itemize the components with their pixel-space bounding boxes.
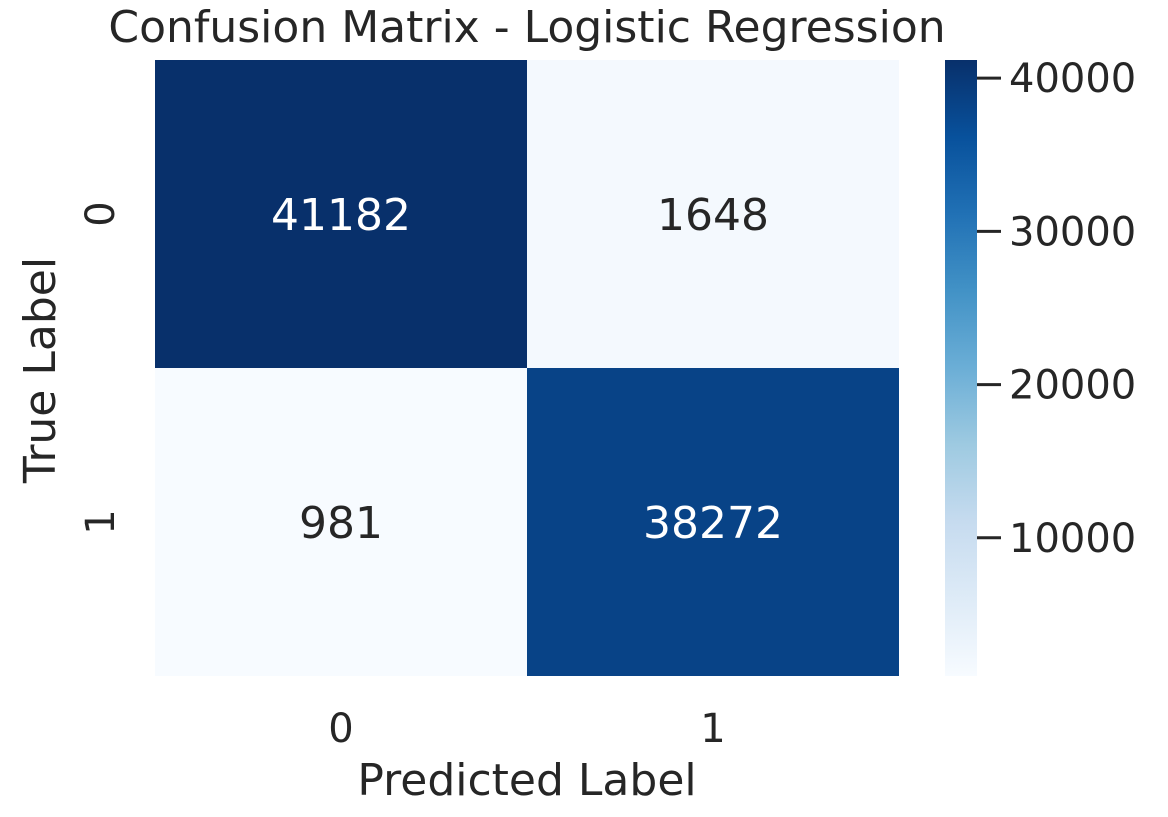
- colorbar: [945, 60, 977, 676]
- colorbar-tick-label: 20000: [1009, 363, 1136, 409]
- x-axis-label: Predicted Label: [357, 755, 696, 806]
- cell-value-label: 38272: [643, 498, 783, 549]
- x-tick-label: 1: [700, 706, 725, 752]
- heatmap-cell: [155, 368, 527, 676]
- y-tick-label: 1: [78, 509, 124, 534]
- colorbar-tick-label: 10000: [1009, 516, 1136, 562]
- y-axis-label: True Label: [15, 257, 66, 484]
- chart-title: Confusion Matrix - Logistic Regression: [108, 2, 945, 53]
- heatmap-cell: [527, 368, 899, 676]
- colorbar-ticks: 10000 20000 30000 40000: [977, 56, 1136, 562]
- y-tick-label: 0: [78, 201, 124, 226]
- cell-value-label: 1648: [657, 190, 769, 241]
- cell-value-label: 41182: [271, 190, 411, 241]
- colorbar-tick-label: 40000: [1009, 56, 1136, 102]
- cell-value-label: 981: [299, 498, 383, 549]
- heatmap-cell-labels: 41182 1648 981 38272: [271, 190, 783, 549]
- heatmap-cells: [155, 60, 899, 676]
- x-tick-label: 0: [328, 706, 353, 752]
- y-axis-ticks: 01: [78, 201, 124, 534]
- heatmap-cell: [155, 60, 527, 368]
- heatmap-cell: [527, 60, 899, 368]
- colorbar-tick-label: 30000: [1009, 209, 1136, 255]
